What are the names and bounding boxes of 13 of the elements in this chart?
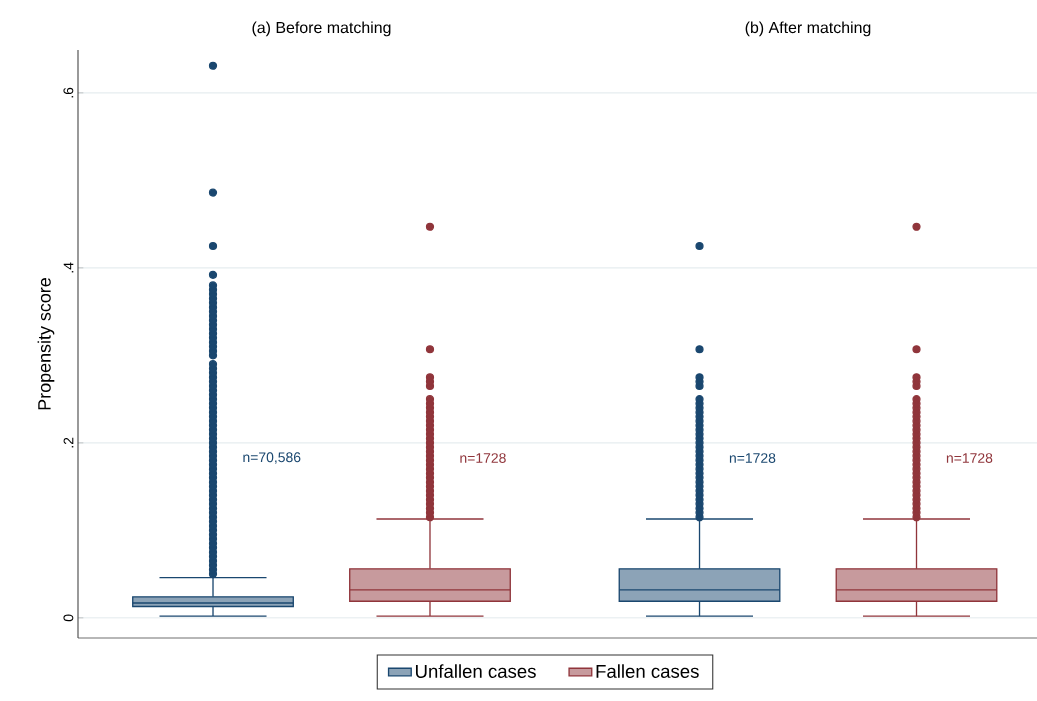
legend-label: Unfallen cases bbox=[415, 664, 536, 678]
annotation: n=1728 bbox=[946, 453, 993, 464]
y-axis-title: Propensity score bbox=[37, 278, 55, 410]
y-tick-label: 0 bbox=[63, 614, 74, 622]
legend-label: Fallen cases bbox=[596, 664, 699, 678]
y-tick-label: .6 bbox=[63, 87, 74, 98]
annotation: n=1728 bbox=[729, 453, 776, 464]
annotation: n=70,586 bbox=[243, 452, 301, 464]
x-tick-label: (a) Before matching bbox=[252, 21, 391, 37]
y-tick-label: .4 bbox=[63, 262, 74, 273]
annotation: n=1728 bbox=[460, 453, 506, 464]
x-tick-label: (b) After matching bbox=[745, 21, 871, 37]
y-tick-label: .2 bbox=[63, 437, 74, 448]
